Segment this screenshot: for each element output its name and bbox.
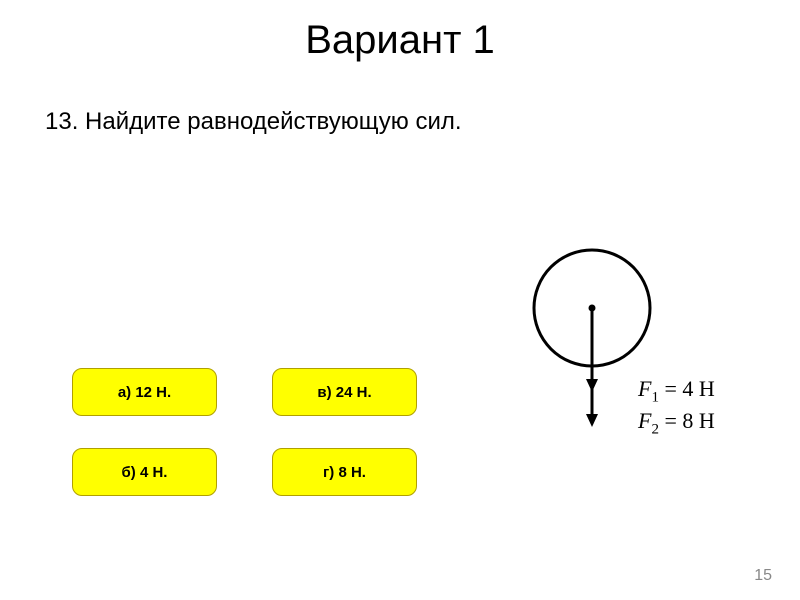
- answer-v-button[interactable]: в) 24 Н.: [272, 368, 417, 416]
- force-label-f1: F1 = 4 Н: [638, 376, 715, 406]
- page-title: Вариант 1: [0, 0, 800, 63]
- answer-b-button[interactable]: б) 4 Н.: [72, 448, 217, 496]
- force-label-f2: F2 = 8 Н: [638, 408, 715, 438]
- page-number: 15: [754, 567, 772, 585]
- question-text: 13. Найдите равнодействующую сил.: [45, 108, 462, 136]
- question-number: 13.: [45, 108, 78, 135]
- answer-g-button[interactable]: г) 8 Н.: [272, 448, 417, 496]
- arrowhead-f2: [586, 414, 598, 427]
- answer-a-button[interactable]: а) 12 Н.: [72, 368, 217, 416]
- question-body: Найдите равнодействующую сил.: [85, 108, 462, 135]
- force-diagram: F1 = 4 Н F2 = 8 Н: [528, 244, 758, 494]
- arrowhead-f1: [586, 379, 598, 392]
